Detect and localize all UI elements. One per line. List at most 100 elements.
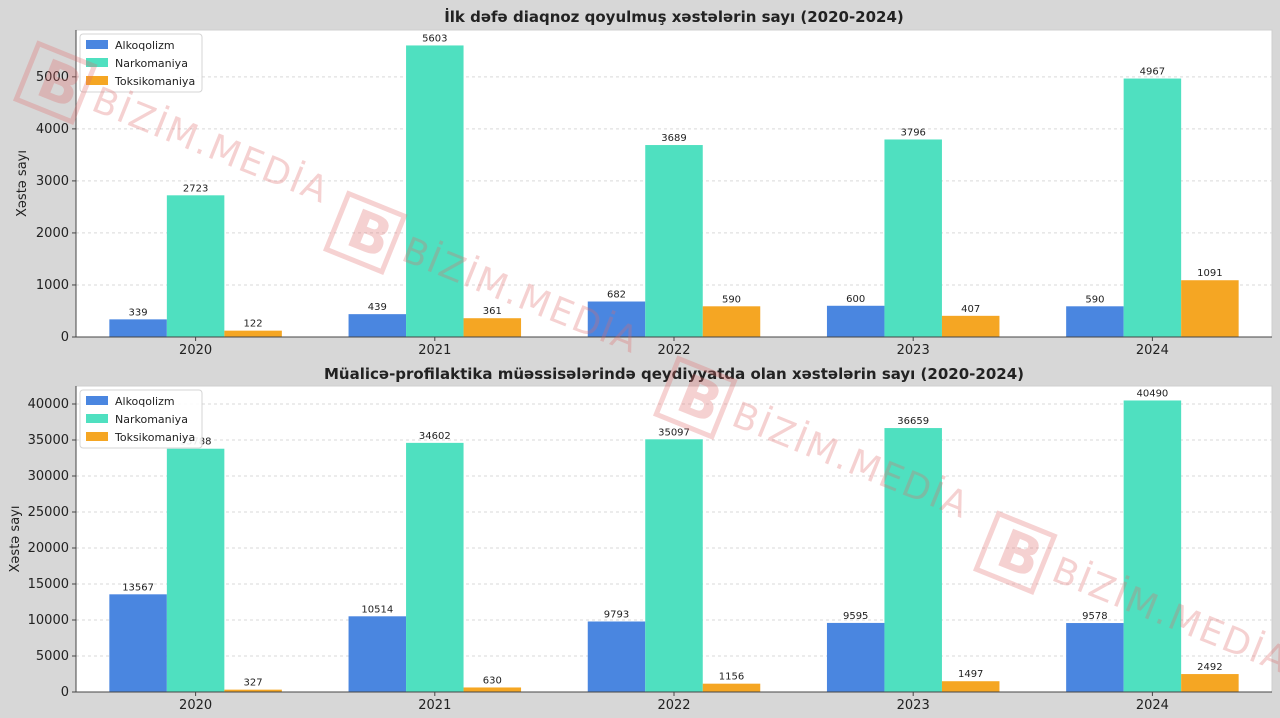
bar-alkoqolizm-2021 bbox=[348, 314, 407, 337]
watermark-logo-frame bbox=[12, 40, 98, 126]
x-tick-label: 2024 bbox=[1136, 698, 1169, 713]
y-tick-label: 1000 bbox=[36, 278, 69, 293]
bar-toksikomaniya-2023 bbox=[941, 315, 1000, 337]
legend-label-narkomaniya: Narkomaniya bbox=[115, 413, 188, 426]
data-label-narkomaniya-2022: 3689 bbox=[661, 133, 686, 144]
bar-alkoqolizm-2023 bbox=[826, 305, 885, 337]
data-label-alkoqolizm-2024: 9578 bbox=[1082, 611, 1107, 622]
data-label-toksikomaniya-2024: 2492 bbox=[1197, 662, 1222, 673]
bar-alkoqolizm-2023 bbox=[826, 622, 885, 692]
y-tick-label: 10000 bbox=[28, 613, 69, 628]
data-label-narkomaniya-2023: 36659 bbox=[897, 416, 929, 427]
legend-label-toksikomaniya: Toksikomaniya bbox=[114, 75, 195, 88]
bar-toksikomaniya-2021 bbox=[463, 318, 522, 337]
bar-alkoqolizm-2024 bbox=[1066, 623, 1124, 692]
bar-toksikomaniya-2022 bbox=[702, 306, 761, 337]
legend-label-alkoqolizm: Alkoqolizm bbox=[115, 39, 175, 52]
legend-swatch-toksikomaniya bbox=[86, 432, 108, 441]
bar-alkoqolizm-2022 bbox=[587, 621, 646, 692]
bar-narkomaniya-2022 bbox=[645, 439, 703, 692]
watermark-logo-frame bbox=[972, 510, 1058, 596]
x-tick-label: 2023 bbox=[897, 698, 930, 713]
legend-label-alkoqolizm: Alkoqolizm bbox=[115, 395, 175, 408]
y-tick-label: 20000 bbox=[28, 541, 69, 556]
x-tick-label: 2020 bbox=[179, 343, 212, 358]
data-label-narkomaniya-2024: 40490 bbox=[1136, 388, 1168, 399]
data-label-narkomaniya-2024: 4967 bbox=[1140, 67, 1165, 78]
data-label-alkoqolizm-2024: 590 bbox=[1085, 294, 1104, 305]
data-label-toksikomaniya-2022: 1156 bbox=[719, 672, 744, 683]
data-label-toksikomaniya-2022: 590 bbox=[722, 294, 741, 305]
y-tick-label: 5000 bbox=[36, 649, 69, 664]
x-tick-label: 2021 bbox=[418, 343, 451, 358]
data-label-alkoqolizm-2021: 10514 bbox=[361, 604, 393, 615]
bar-narkomaniya-2023 bbox=[884, 428, 942, 692]
y-tick-label: 3000 bbox=[36, 174, 69, 189]
x-tick-label: 2022 bbox=[657, 698, 690, 713]
data-label-alkoqolizm-2023: 9595 bbox=[843, 611, 868, 622]
data-label-narkomaniya-2021: 34602 bbox=[419, 431, 451, 442]
x-tick-label: 2023 bbox=[897, 343, 930, 358]
y-axis-label: Xəstə sayı bbox=[15, 150, 30, 217]
bar-toksikomaniya-2024 bbox=[1181, 280, 1239, 337]
y-tick-label: 25000 bbox=[28, 505, 69, 520]
bar-narkomaniya-2020 bbox=[166, 448, 225, 692]
bar-narkomaniya-2023 bbox=[884, 139, 942, 337]
data-label-alkoqolizm-2020: 339 bbox=[129, 307, 148, 318]
data-label-toksikomaniya-2023: 1497 bbox=[958, 669, 983, 680]
data-label-toksikomaniya-2024: 1091 bbox=[1197, 268, 1222, 279]
bar-alkoqolizm-2024 bbox=[1066, 306, 1124, 337]
data-label-narkomaniya-2022: 35097 bbox=[658, 427, 690, 438]
y-tick-label: 4000 bbox=[36, 122, 69, 137]
data-label-toksikomaniya-2020: 122 bbox=[244, 319, 263, 330]
bar-toksikomaniya-2022 bbox=[702, 683, 761, 692]
bar-alkoqolizm-2022 bbox=[587, 301, 646, 337]
bar-narkomaniya-2021 bbox=[406, 45, 464, 337]
legend-box bbox=[79, 33, 203, 93]
bar-narkomaniya-2024 bbox=[1123, 78, 1182, 337]
chart-registered-patients: 0 5000 10000 15000 20000 25000 30000 35000 40000… bbox=[8, 365, 1273, 713]
data-label-narkomaniya-2021: 5603 bbox=[422, 33, 447, 44]
chart-title: Müalicə-profilaktika müəssisələrində qey… bbox=[324, 365, 1024, 383]
data-label-alkoqolizm-2022: 682 bbox=[607, 290, 626, 301]
y-tick-label: 40000 bbox=[28, 397, 69, 412]
x-tick-label: 2021 bbox=[418, 698, 451, 713]
bar-narkomaniya-2024 bbox=[1123, 400, 1182, 692]
bar-alkoqolizm-2020 bbox=[109, 594, 167, 692]
data-label-toksikomaniya-2021: 361 bbox=[483, 306, 502, 317]
bar-toksikomaniya-2021 bbox=[463, 687, 522, 692]
data-label-alkoqolizm-2020: 13567 bbox=[122, 582, 154, 593]
data-label-alkoqolizm-2023: 600 bbox=[846, 294, 865, 305]
x-tick-label: 2020 bbox=[179, 698, 212, 713]
y-tick-label: 0 bbox=[61, 330, 69, 345]
chart-new-diagnoses: 0 1000 2000 3000 4000 5000 İlk dəfə diaqnoz qo… bbox=[15, 7, 1273, 358]
legend-label-narkomaniya: Narkomaniya bbox=[115, 57, 188, 70]
y-tick-label: 30000 bbox=[28, 469, 69, 484]
x-tick-label: 2024 bbox=[1136, 343, 1169, 358]
legend: Alkoqolizm Narkomaniya Toksikomaniya bbox=[79, 33, 203, 93]
legend-label-toksikomaniya: Toksikomaniya bbox=[114, 431, 195, 444]
bar-narkomaniya-2020 bbox=[166, 195, 225, 337]
bar-toksikomaniya-2023 bbox=[941, 681, 1000, 692]
bar-toksikomaniya-2024 bbox=[1181, 674, 1239, 692]
bar-narkomaniya-2021 bbox=[406, 442, 464, 692]
data-label-toksikomaniya-2020: 327 bbox=[244, 678, 263, 689]
legend: Alkoqolizm Narkomaniya Toksikomaniya bbox=[79, 389, 203, 449]
chart-title: İlk dəfə diaqnoz qoyulmuş xəstələrin say… bbox=[444, 7, 904, 26]
y-tick-label: 5000 bbox=[36, 70, 69, 85]
x-tick-label: 2022 bbox=[657, 343, 690, 358]
legend-swatch-narkomaniya bbox=[86, 58, 108, 67]
bar-alkoqolizm-2021 bbox=[348, 616, 407, 692]
y-axis-label: Xəstə sayı bbox=[8, 506, 23, 573]
bar-alkoqolizm-2020 bbox=[109, 319, 167, 337]
bar-toksikomaniya-2020 bbox=[224, 330, 282, 337]
bar-narkomaniya-2022 bbox=[645, 145, 703, 337]
y-tick-label: 15000 bbox=[28, 577, 69, 592]
data-label-toksikomaniya-2023: 407 bbox=[961, 304, 980, 315]
legend-swatch-alkoqolizm bbox=[86, 40, 108, 49]
data-label-toksikomaniya-2021: 630 bbox=[483, 675, 502, 686]
legend-swatch-alkoqolizm bbox=[86, 396, 108, 405]
data-label-narkomaniya-2023: 3796 bbox=[900, 127, 925, 138]
y-tick-label: 35000 bbox=[28, 433, 69, 448]
